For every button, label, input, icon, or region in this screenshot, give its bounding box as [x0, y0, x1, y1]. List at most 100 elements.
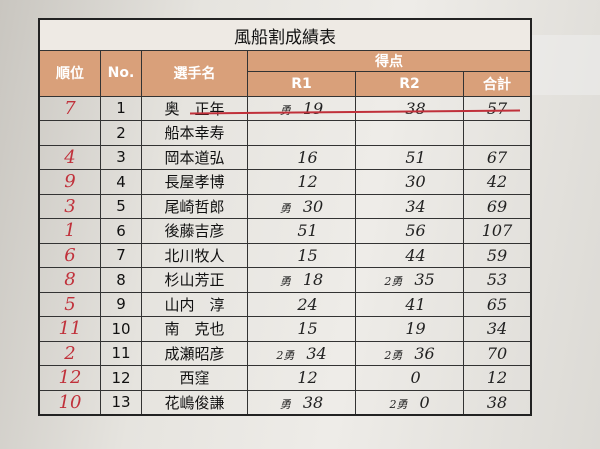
- no-cell: 4: [100, 169, 142, 195]
- r2-value: 51: [405, 147, 426, 167]
- r2-cell: 0: [355, 365, 465, 391]
- r1-value: 12: [297, 172, 318, 192]
- total-cell: [463, 120, 532, 146]
- no-cell: 12: [100, 365, 142, 391]
- r1-cell: 勇 30: [246, 193, 357, 219]
- r1-cell: 勇 18: [246, 267, 357, 293]
- total-cell: 69: [463, 193, 532, 219]
- name-cell: 花嶋俊謙: [141, 389, 248, 416]
- r1-value: 24: [297, 294, 318, 314]
- r1-cell: 15: [246, 242, 357, 268]
- r1-value: 12: [297, 368, 318, 388]
- no-cell: 11: [100, 340, 142, 366]
- header-r2: R2: [355, 71, 465, 97]
- r1-cell: [246, 120, 357, 146]
- r2-value: 41: [405, 294, 426, 314]
- r1-cell: 24: [246, 291, 357, 317]
- name-cell: 山内 淳: [141, 291, 248, 317]
- r2-value: 35: [414, 270, 435, 290]
- r2-cell: 19: [355, 316, 465, 342]
- r2-cell: 30: [355, 169, 465, 195]
- total-cell: 57: [463, 95, 532, 121]
- name-cell: 南 克也: [141, 316, 248, 342]
- tape: [520, 35, 600, 95]
- r1-mark: 勇: [279, 275, 291, 289]
- r2-cell: 34: [355, 193, 465, 219]
- total-cell: 59: [463, 242, 532, 268]
- name-cell: 長屋孝博: [141, 169, 248, 195]
- r2-cell: 2勇 36: [355, 340, 465, 366]
- r2-value: 38: [405, 98, 426, 118]
- no-cell: 2: [100, 120, 142, 146]
- r2-cell: 41: [355, 291, 465, 317]
- r2-cell: 38: [355, 95, 465, 121]
- r2-cell: 51: [355, 144, 465, 170]
- r1-value: 30: [302, 196, 324, 216]
- no-cell: 10: [100, 316, 142, 342]
- rank-cell: 3: [38, 193, 101, 219]
- r2-value: 0: [410, 368, 421, 388]
- no-cell: 9: [100, 291, 142, 317]
- r2-cell: 44: [355, 242, 465, 268]
- table-row: 6 7 北川牧人 15 44 59: [38, 242, 532, 268]
- rank-cell: 10: [38, 389, 101, 416]
- table-row: 11 10 南 克也 15 19 34: [38, 316, 532, 342]
- r2-value: 36: [414, 343, 435, 363]
- name-cell: 尾崎哲郎: [141, 193, 248, 219]
- r1-mark: 2勇: [276, 348, 295, 362]
- r1-value: 16: [297, 147, 318, 167]
- table-row: 2 11 成瀬昭彦 2勇 34 2勇 36 70: [38, 340, 532, 366]
- table-row: 9 4 長屋孝博 12 30 42: [38, 169, 532, 195]
- r1-value: 15: [297, 319, 318, 339]
- r1-cell: 16: [246, 144, 357, 170]
- r1-value: 18: [302, 270, 324, 290]
- total-cell: 67: [463, 144, 532, 170]
- header-name: 選手名: [141, 50, 248, 97]
- rank-cell: 2: [38, 340, 101, 366]
- name-cell: 北川牧人: [141, 242, 248, 268]
- r2-value: 56: [405, 221, 426, 241]
- name-cell: 杉山芳正: [141, 267, 248, 293]
- r2-value: 34: [405, 196, 426, 216]
- r2-mark: 2勇: [384, 275, 403, 289]
- r1-value: 38: [302, 392, 324, 412]
- no-cell: 5: [100, 193, 142, 219]
- r1-cell: 15: [246, 316, 357, 342]
- no-cell: 13: [100, 389, 142, 416]
- r1-value: 34: [306, 343, 327, 363]
- sheet-title: 風船割成績表: [38, 18, 532, 51]
- r2-cell: [355, 120, 465, 146]
- r2-cell: 56: [355, 218, 465, 244]
- r2-mark: 2勇: [389, 397, 408, 411]
- table-row: 2 船本幸寿: [38, 120, 532, 146]
- header-score: 得点: [247, 50, 532, 72]
- name-cell: 船本幸寿: [141, 120, 248, 146]
- no-cell: 6: [100, 218, 142, 244]
- r2-mark: 2勇: [384, 348, 403, 362]
- table-row: 4 3 岡本道弘 16 51 67: [38, 144, 532, 170]
- no-cell: 7: [100, 242, 142, 268]
- r1-cell: 12: [246, 365, 357, 391]
- rank-cell: 6: [38, 242, 101, 268]
- table-row: 1 6 後藤吉彦 51 56 107: [38, 218, 532, 244]
- header-rank: 順位: [38, 50, 101, 97]
- r2-cell: 2勇 0: [355, 389, 465, 416]
- header-no: No.: [100, 50, 142, 97]
- rank-cell: 5: [38, 291, 101, 317]
- r2-value: 30: [405, 172, 426, 192]
- r1-mark: 勇: [279, 201, 291, 215]
- name-cell: 西窪: [141, 365, 248, 391]
- no-cell: 3: [100, 144, 142, 170]
- table-row: 3 5 尾崎哲郎 勇 30 34 69: [38, 193, 532, 219]
- r1-cell: 勇 38: [246, 389, 357, 416]
- r1-value: 15: [297, 245, 318, 265]
- r1-cell: 51: [246, 218, 357, 244]
- r1-cell: 勇 19: [246, 95, 357, 121]
- name-cell: 岡本道弘: [141, 144, 248, 170]
- total-cell: 12: [463, 365, 532, 391]
- rank-cell: 7: [38, 95, 101, 121]
- name-cell: 成瀬昭彦: [141, 340, 248, 366]
- rank-cell: 4: [38, 144, 101, 170]
- r2-value: 0: [419, 392, 430, 412]
- total-cell: 42: [463, 169, 532, 195]
